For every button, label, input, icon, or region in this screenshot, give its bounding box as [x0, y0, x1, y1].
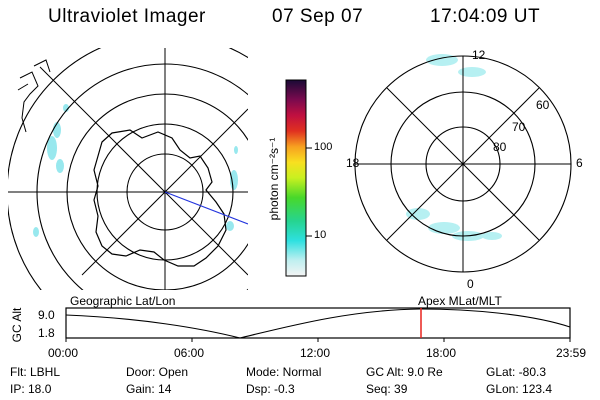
colorbar [285, 79, 312, 277]
left-panel-label: Geographic Lat/Lon [70, 294, 176, 308]
magnetic-map-panel [354, 54, 572, 273]
mlt-lines [355, 56, 571, 272]
mlat-label-80: 80 [493, 140, 507, 154]
coastline-fragment [19, 71, 39, 133]
app-title: Ultraviolet Imager [48, 6, 206, 27]
sun-direction-line [164, 191, 248, 225]
timeline-x-tick-1200: 12:00 [300, 346, 331, 360]
aurora-emission-left [33, 104, 238, 237]
longitude-lines [8, 48, 248, 290]
mode-info: Mode: Normal [246, 365, 322, 379]
timeline-y-tick-min: 1.8 [38, 326, 55, 340]
geographic-map-panel [8, 48, 248, 290]
glat-info: GLat: -80.3 [486, 365, 547, 379]
timeline-x-tick-0000: 00:00 [48, 346, 79, 360]
ip-info: IP: 18.0 [10, 382, 52, 396]
mlt-label-18: 18 [346, 156, 360, 170]
mlat-label-60: 60 [536, 98, 550, 112]
dsp-info: Dsp: -0.3 [246, 382, 295, 396]
colorbar-tick-100: 100 [314, 141, 333, 153]
gain-info: Gain: 14 [126, 382, 172, 396]
date-label: 07 Sep 07 [272, 6, 364, 27]
timeline-x-tick-0600: 06:00 [174, 346, 205, 360]
right-panel-label: Apex MLat/MLT [418, 294, 502, 308]
door-info: Door: Open [126, 365, 189, 379]
mlt-label-0: 0 [467, 277, 474, 291]
timeline-x-tick-2359: 23:59 [556, 346, 587, 360]
colorbar-gradient [285, 79, 307, 277]
antarctica-coastline [93, 129, 227, 267]
mlt-label-6: 6 [576, 156, 583, 170]
timeline-frame [65, 307, 571, 339]
altitude-timeline [65, 307, 571, 342]
timeline-x-tick-1800: 18:00 [426, 346, 457, 360]
time-label: 17:04:09 UT [430, 6, 541, 27]
glon-info: GLon: 123.4 [486, 382, 553, 396]
seq-info: Seq: 39 [366, 382, 408, 396]
flt-info: Flt: LBHL [10, 365, 61, 379]
altitude-curve [65, 308, 571, 339]
colorbar-unit-label: photon cm⁻²s⁻¹ [267, 137, 281, 221]
gc-alt-info: GC Alt: 9.0 Re [366, 365, 443, 379]
mlat-label-70: 70 [512, 120, 526, 134]
aurora-emission-right [406, 54, 502, 241]
colorbar-tick-10: 10 [314, 229, 327, 241]
timeline-y-title: GC Alt [10, 307, 24, 343]
coastline-fragment-2 [17, 59, 51, 91]
timeline-y-tick-max: 9.0 [38, 308, 55, 322]
mlt-label-12: 12 [472, 48, 486, 62]
